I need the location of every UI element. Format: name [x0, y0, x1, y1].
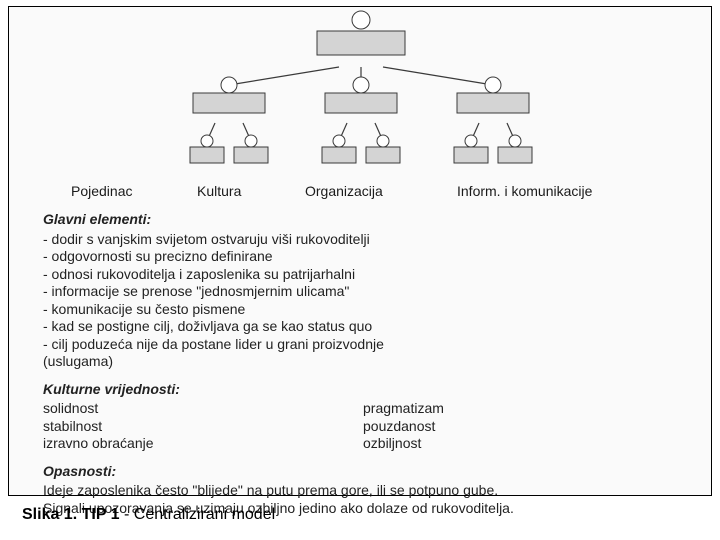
value-item: ozbiljnost [363, 435, 683, 453]
values-columns: solidnost stabilnost izravno obraćanje p… [43, 400, 683, 453]
values-col2: pragmatizam pouzdanost ozbiljnost [363, 400, 683, 453]
bullet-item: - odgovornosti su precizno definirane [43, 248, 683, 266]
bullet-item: - kad se postigne cilj, doživljava ga se… [43, 318, 683, 336]
label-inform: Inform. i komunikacije [457, 183, 592, 199]
bullet-item: (uslugama) [43, 353, 683, 371]
values-title: Kulturne vrijednosti: [43, 381, 683, 399]
values-col1: solidnost stabilnost izravno obraćanje [43, 400, 363, 453]
value-item: pragmatizam [363, 400, 683, 418]
elements-list: - dodir s vanjskim svijetom ostvaruju vi… [43, 231, 683, 371]
label-organizacija: Organizacija [305, 183, 383, 199]
value-item: solidnost [43, 400, 363, 418]
caption-bold: Slika 1. TIP 1 [22, 506, 120, 523]
bullet-item: - komunikacije su često pismene [43, 301, 683, 319]
label-kultura: Kultura [197, 183, 241, 199]
dangers-title: Opasnosti: [43, 463, 683, 481]
figure-caption: Slika 1. TIP 1 - Centralizirani model [22, 506, 275, 524]
elements-title: Glavni elementi: [43, 211, 683, 229]
bullet-item: - dodir s vanjskim svijetom ostvaruju vi… [43, 231, 683, 249]
org-tree-diagram [9, 7, 713, 179]
caption-rest: - Centralizirani model [120, 506, 276, 523]
bullet-item: - cilj poduzeća nije da postane lider u … [43, 336, 683, 354]
value-item: stabilnost [43, 418, 363, 436]
bullet-item: - odnosi rukovoditelja i zaposlenika su … [43, 266, 683, 284]
content-frame: Pojedinac Kultura Organizacija Inform. i… [8, 6, 712, 496]
value-item: pouzdanost [363, 418, 683, 436]
danger-line: Ideje zaposlenika često "blijede" na put… [43, 482, 683, 500]
page: Pojedinac Kultura Organizacija Inform. i… [0, 0, 720, 540]
bullet-item: - informacije se prenose "jednosmjernim … [43, 283, 683, 301]
label-pojedinac: Pojedinac [71, 183, 133, 199]
value-item: izravno obraćanje [43, 435, 363, 453]
text-content: Glavni elementi: - dodir s vanjskim svij… [43, 211, 683, 517]
